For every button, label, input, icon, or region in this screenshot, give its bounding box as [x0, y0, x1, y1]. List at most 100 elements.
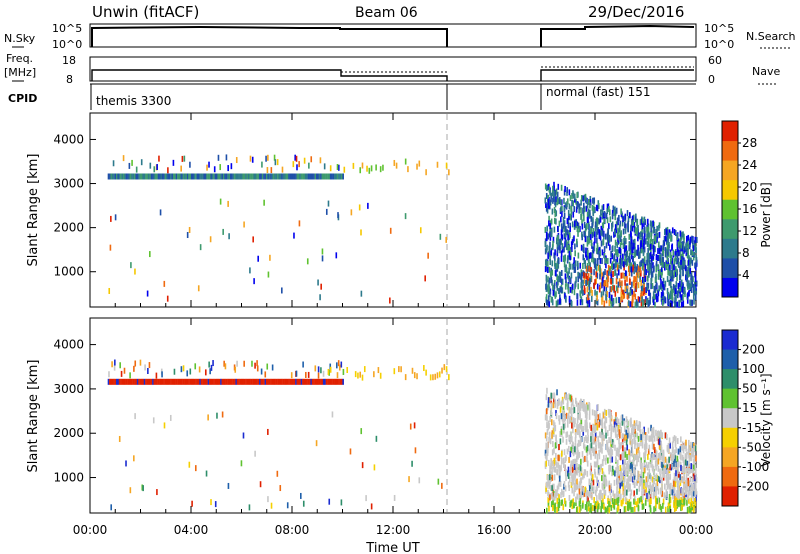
velocity-echo — [393, 368, 396, 375]
power-echo — [633, 222, 636, 229]
velocity-echo — [550, 475, 552, 482]
velocity-echo — [634, 439, 637, 446]
power-echo — [619, 232, 621, 239]
power-echo — [681, 256, 683, 263]
power-echo — [664, 247, 667, 254]
power-echo — [601, 295, 604, 302]
power-echo — [202, 173, 204, 180]
velocity-echo — [591, 428, 593, 435]
velocity-echo — [618, 453, 621, 460]
velocity-echo — [551, 485, 553, 492]
power-echo — [566, 218, 569, 225]
power-echo — [691, 275, 693, 282]
velocity-echo — [322, 370, 325, 377]
power-echo — [206, 173, 208, 180]
power-echo — [553, 190, 555, 197]
nsky-trace-right — [540, 24, 695, 47]
power-echo — [281, 173, 283, 180]
power-echo — [680, 232, 683, 239]
power-echo — [340, 173, 343, 180]
velocity-echo — [685, 451, 688, 458]
power-echo — [568, 267, 570, 274]
power-echo — [670, 235, 672, 242]
power-echo — [578, 225, 580, 232]
power-echo — [596, 219, 599, 226]
power-echo — [665, 263, 668, 270]
velocity-echo — [338, 378, 340, 385]
power-echo — [633, 251, 636, 258]
velocity-echo — [547, 491, 550, 498]
velocity-echo — [565, 412, 568, 419]
velocity-echo — [551, 474, 554, 481]
power-echo — [555, 270, 557, 277]
power-echo — [626, 288, 629, 295]
velocity-echo — [692, 483, 695, 490]
velocity-echo — [667, 481, 670, 488]
velocity-echo — [651, 464, 654, 471]
power-echo — [149, 162, 152, 169]
power-echo — [303, 157, 306, 164]
velocity-echo — [375, 435, 378, 442]
power-echo — [558, 198, 561, 205]
power-echo — [560, 216, 562, 223]
power-echo — [128, 162, 131, 169]
velocity-echo — [250, 378, 253, 385]
power-echo — [601, 213, 604, 220]
power-cbar-swatch — [722, 257, 738, 278]
power-echo — [674, 297, 676, 304]
velocity-echo — [687, 490, 690, 497]
velocity-echo — [589, 422, 591, 429]
velocity-echo — [556, 402, 559, 409]
velocity-echo — [691, 501, 694, 508]
power-echo — [572, 190, 574, 197]
power-echo — [616, 273, 618, 280]
velocity-echo — [651, 476, 654, 483]
velocity-echo — [129, 378, 132, 385]
power-echo — [585, 205, 588, 212]
velocity-echo — [580, 436, 582, 443]
velocity-echo — [578, 464, 581, 471]
power-echo — [379, 166, 382, 173]
velocity-echo — [671, 441, 674, 448]
power-echo — [253, 278, 255, 285]
velocity-echo — [634, 427, 636, 434]
velocity-echo — [562, 398, 565, 405]
x-tick-label: 16:00 — [477, 523, 512, 537]
power-echo — [242, 173, 244, 180]
power-echo — [239, 173, 242, 180]
velocity-echo — [560, 413, 563, 420]
velocity-echo — [618, 438, 620, 445]
power-echo — [620, 286, 623, 293]
power-echo — [625, 259, 628, 266]
power-echo — [617, 296, 620, 303]
power-echo — [592, 219, 594, 226]
velocity-echo — [229, 378, 232, 385]
velocity-echo — [629, 502, 631, 509]
power-echo — [563, 233, 566, 240]
power-echo — [643, 246, 646, 253]
velocity-echo — [256, 360, 258, 367]
power-echo — [579, 299, 582, 306]
velocity-echo — [674, 465, 677, 472]
velocity-echo — [645, 486, 647, 493]
power-echo — [259, 173, 261, 180]
power-echo — [573, 223, 576, 230]
velocity-echo — [566, 394, 568, 401]
velocity-echo — [655, 501, 657, 508]
power-echo — [547, 252, 550, 259]
power-echo — [590, 275, 592, 282]
velocity-echo — [597, 404, 599, 411]
power-echo — [591, 222, 593, 229]
velocity-echo — [555, 435, 557, 442]
power-echo — [565, 239, 568, 246]
velocity-echo — [679, 474, 681, 481]
velocity-echo — [634, 443, 636, 450]
velocity-echo — [619, 482, 622, 489]
velocity-echo — [559, 480, 562, 487]
velocity-echo — [655, 464, 657, 471]
velocity-echo — [545, 408, 548, 415]
velocity-echo — [624, 426, 626, 433]
velocity-echo — [580, 424, 582, 431]
power-echo — [630, 218, 633, 225]
power-echo — [240, 173, 243, 180]
